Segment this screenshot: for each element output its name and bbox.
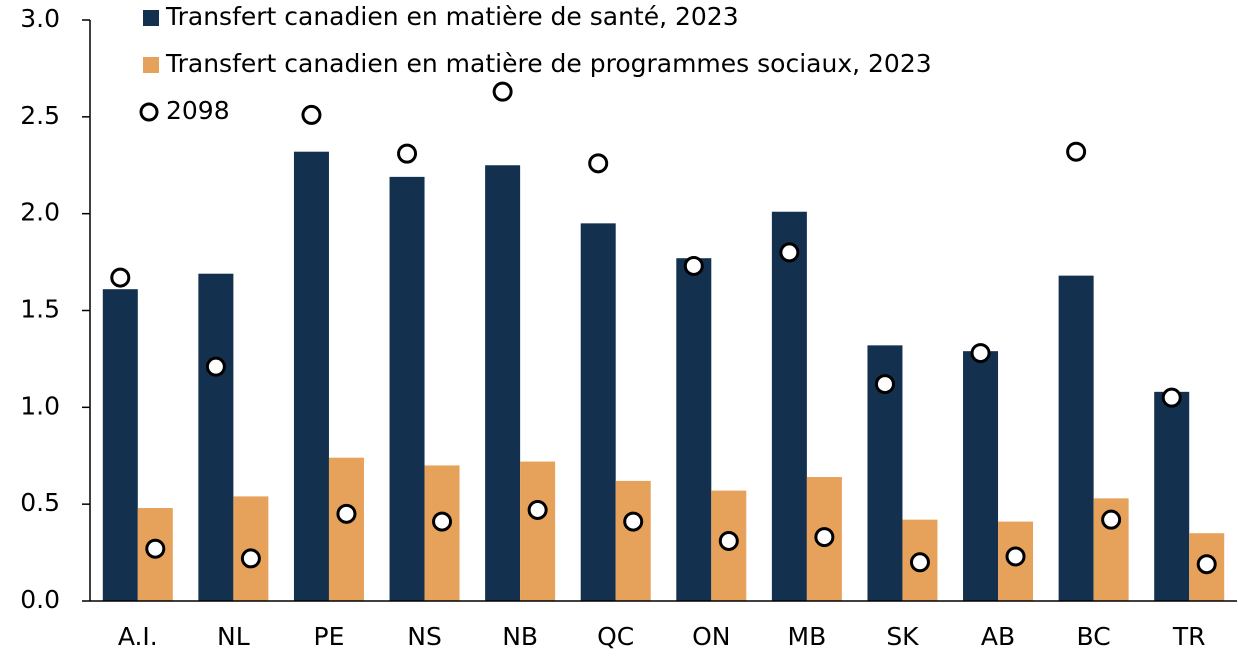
bar [771,211,807,602]
marker-2098 [336,503,357,524]
marker-2098 [145,538,166,559]
marker-2098 [970,343,991,364]
marker-2098 [874,374,895,395]
legend-marker [139,102,159,122]
x-tick-label: QC [597,622,634,651]
bar [328,457,364,601]
legend-label: Transfert canadien en matière de santé, … [165,2,739,31]
x-tick-label: NS [407,622,442,651]
x-tick-label: NB [502,622,538,651]
bar [520,461,556,601]
y-tick-label: 1.5 [20,295,60,324]
bar [615,480,651,601]
x-tick-label: MB [788,622,827,651]
x-tick-label: NL [217,622,250,651]
bar [1154,391,1190,601]
marker-2098 [240,548,261,569]
marker-2098 [588,153,609,174]
bar [580,223,616,601]
y-tick-label: 0.5 [20,488,60,517]
y-tick-label: 2.0 [20,198,60,227]
bar [102,289,138,601]
y-tick-label: 3.0 [20,4,60,33]
y-tick-label: 0.0 [20,585,60,614]
y-tick-label: 2.5 [20,101,60,130]
marker-2098 [779,242,800,263]
marker-2098 [718,530,739,551]
y-tick-label: 1.0 [20,391,60,420]
marker-2098 [397,143,418,164]
bar [293,151,329,601]
x-tick-label: TR [1172,622,1206,651]
x-tick-label: ON [692,622,730,651]
marker-2098 [432,511,453,532]
x-tick-label: PE [314,622,345,651]
marker-2098 [1066,141,1087,162]
marker-2098 [1101,509,1122,530]
marker-2098 [301,104,322,125]
marker-2098 [1005,546,1026,567]
marker-2098 [492,81,513,102]
bar [485,165,521,601]
legend-marker [143,57,159,73]
marker-2098 [1196,554,1217,575]
marker-2098 [623,511,644,532]
marker-2098 [110,267,131,288]
legend-marker [143,10,159,26]
marker-2098 [683,255,704,276]
bar [963,351,999,601]
x-tick-label: BC [1077,622,1111,651]
bar [389,176,425,601]
bar [1058,275,1094,601]
x-tick-label: AB [981,622,1015,651]
marker-2098 [814,527,835,548]
bar [198,273,234,601]
legend-label: 2098 [166,96,230,125]
marker-2098 [205,356,226,377]
marker-2098 [1161,387,1182,408]
marker-2098 [909,552,930,573]
legend-label: Transfert canadien en matière de program… [165,49,932,78]
x-tick-label: A.I. [118,622,158,651]
bar [424,465,460,601]
marker-2098 [527,499,548,520]
bar [676,258,712,601]
x-tick-label: SK [886,622,919,651]
